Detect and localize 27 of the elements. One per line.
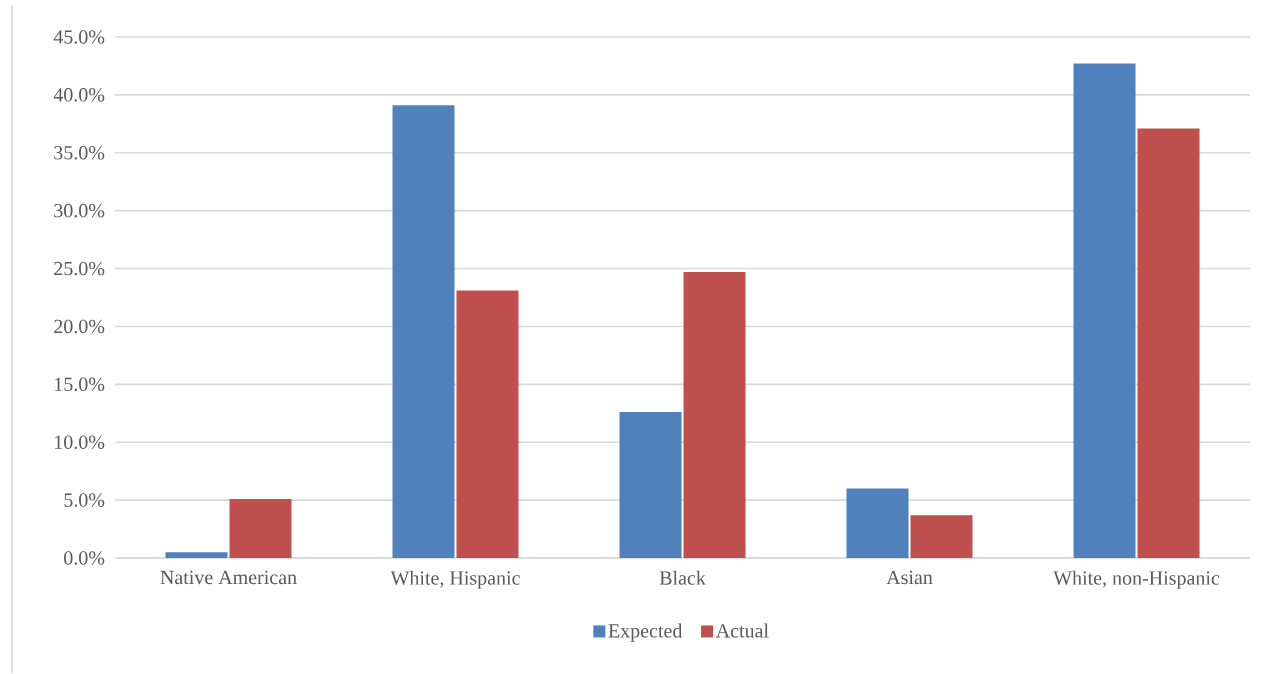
y-tick-label: 45.0% xyxy=(53,30,105,44)
legend-label: Expected xyxy=(608,623,683,642)
y-tick-label: 15.0% xyxy=(55,377,105,392)
y-tick-label: 30.0% xyxy=(54,203,105,218)
y-tick-label: 0.0% xyxy=(64,551,105,565)
bar xyxy=(1073,63,1136,559)
bar xyxy=(619,412,682,559)
bar xyxy=(229,499,292,559)
y-tick-label: 5.0% xyxy=(64,493,105,507)
y-tick-label: 20.0% xyxy=(54,319,105,334)
bar xyxy=(910,515,973,559)
x-tick-label: Black xyxy=(659,570,706,585)
bar xyxy=(165,552,228,559)
x-tick-label: White, Hispanic xyxy=(390,570,520,589)
x-tick-label: Asian xyxy=(886,570,933,585)
legend-label: Actual xyxy=(715,623,769,638)
x-tick-label: White, non-Hispanic xyxy=(1053,570,1220,589)
bar xyxy=(392,105,455,559)
y-tick-label: 10.0% xyxy=(55,435,105,450)
y-tick-label: 35.0% xyxy=(54,146,105,160)
bar xyxy=(1137,128,1200,559)
x-tick-label: Native American xyxy=(160,570,297,585)
bar xyxy=(683,272,746,559)
y-tick-label: 25.0% xyxy=(54,261,105,276)
bar xyxy=(846,488,909,559)
y-tick-label: 40.0% xyxy=(53,88,105,102)
bar xyxy=(456,290,519,559)
